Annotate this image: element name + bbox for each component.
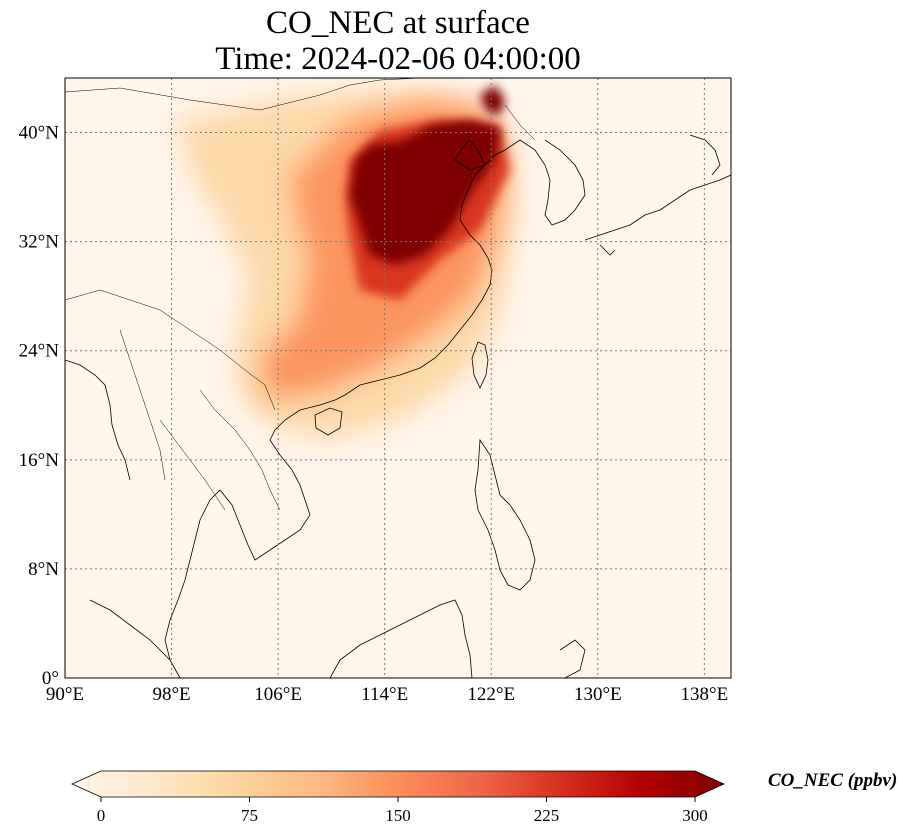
lat-tick-label: 0° [42, 668, 59, 689]
longitude-ticks: 90°E 98°E 106°E 114°E 122°E 130°E 138°E [46, 684, 728, 705]
map-title: CO_NEC at surface [266, 5, 530, 41]
latitude-ticks: 0° 8°N 16°N 24°N 32°N 40°N [19, 123, 60, 689]
lon-tick-label: 138°E [681, 684, 729, 705]
map-subtitle: Time: 2024-02-06 04:00:00 [215, 41, 581, 77]
colorbar: 0 75 150 225 300 [71, 770, 725, 825]
colorbar-label: CO_NEC (ppbv) [768, 770, 898, 791]
colorbar-tick-label: 150 [385, 806, 411, 825]
colorbar-tick-label: 0 [97, 806, 106, 825]
coastline-borneo [329, 599, 473, 678]
border-china-south [65, 289, 276, 411]
lat-tick-label: 8°N [28, 559, 59, 580]
coastline-bay-of-bengal [65, 359, 131, 481]
colorbar-body [71, 770, 725, 798]
coastlines [65, 134, 731, 678]
coastline-bohai [454, 139, 486, 171]
lat-tick-label: 16°N [19, 450, 60, 471]
lon-tick-label: 98°E [152, 684, 190, 705]
gridlines [65, 78, 731, 678]
lat-tick-label: 32°N [19, 232, 60, 253]
plume-northeast [480, 85, 505, 115]
border-thailand [159, 419, 226, 511]
coastline-indonesia [89, 599, 586, 678]
border-laos-vietnam [199, 389, 281, 511]
lon-tick-label: 114°E [361, 684, 408, 705]
colorbar-tick-label: 75 [241, 806, 258, 825]
plume-core [350, 120, 500, 265]
border-myanmar [119, 329, 166, 481]
coastline-philippines [474, 438, 536, 591]
coastline-korea [519, 139, 586, 226]
coastline-china [269, 139, 521, 441]
lat-tick-label: 24°N [19, 341, 60, 362]
colorbar-tick-label: 225 [534, 806, 560, 825]
lat-tick-label: 40°N [19, 123, 60, 144]
lon-tick-label: 106°E [254, 684, 302, 705]
coastline-taiwan [471, 341, 489, 389]
map-area [65, 78, 731, 678]
lon-tick-label: 122°E [467, 684, 515, 705]
colorbar-ticks: 0 75 150 225 300 [97, 797, 708, 825]
coastline-japan [584, 134, 731, 256]
border-china-north [65, 78, 421, 111]
coastline-indochina [164, 439, 311, 678]
concentration-field [175, 85, 515, 440]
coastline-hainan [314, 407, 343, 436]
country-borders [65, 78, 536, 511]
lon-tick-label: 130°E [574, 684, 622, 705]
map-frame [64, 77, 732, 679]
border-korea-china [504, 104, 536, 141]
lon-tick-label: 90°E [46, 684, 84, 705]
colorbar-tick-label: 300 [682, 806, 708, 825]
